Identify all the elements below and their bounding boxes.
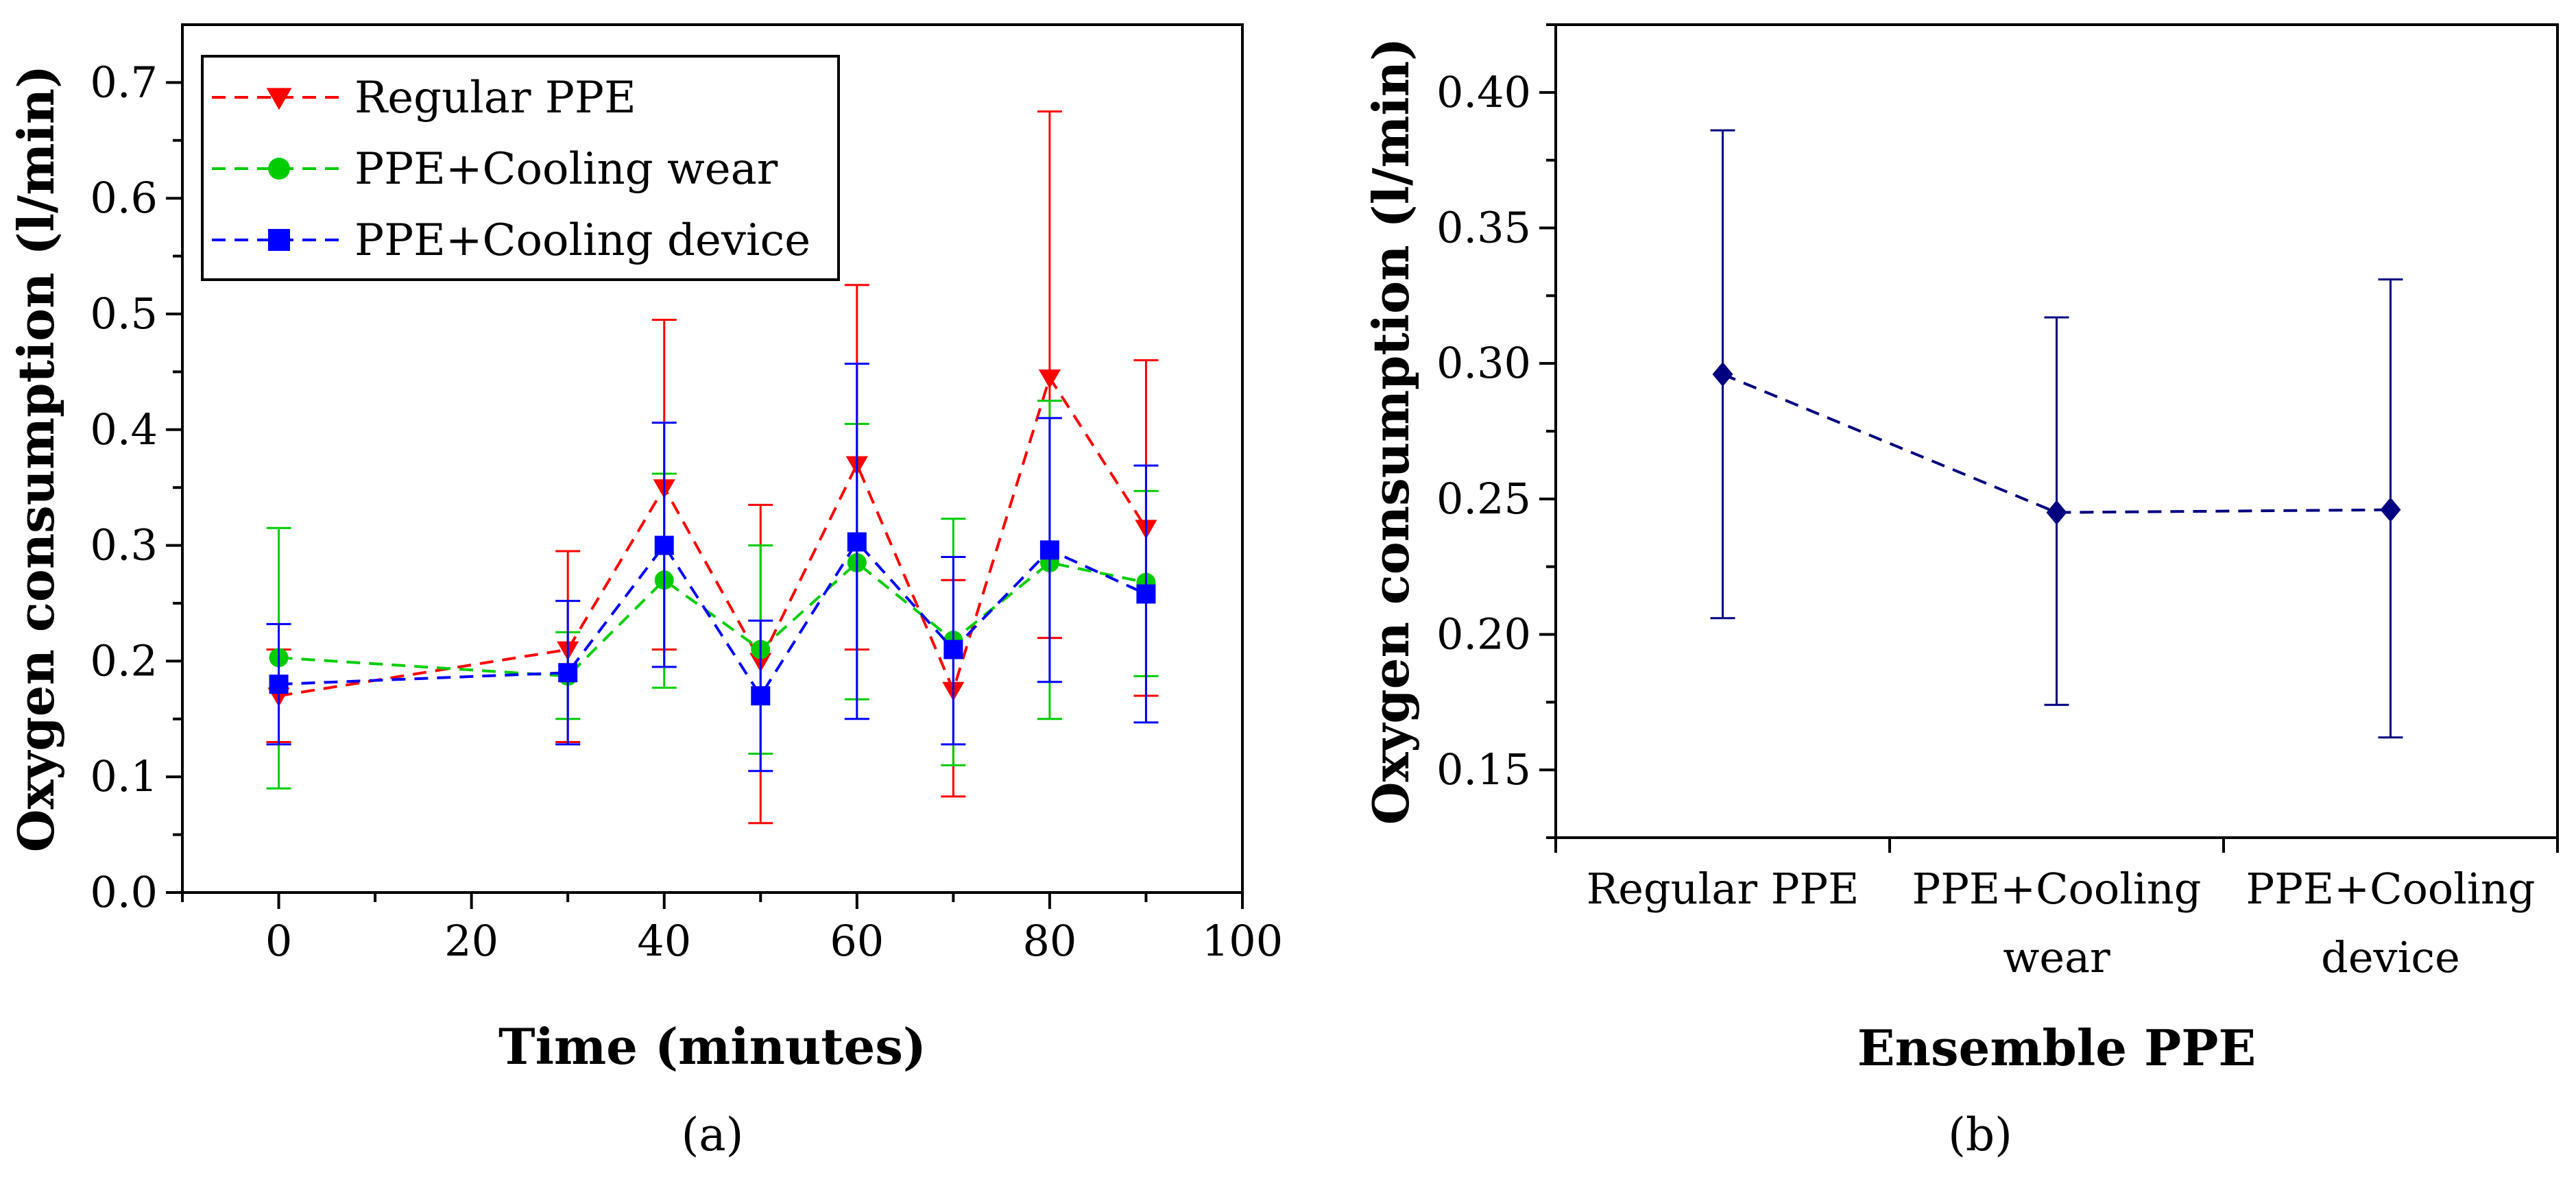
y-tick-label-a: 0.3 [90,520,158,570]
data-point [269,675,289,694]
x-tick-label-a: 40 [637,916,691,966]
x-tick-label-b: Regular PPE [1587,864,1859,914]
x-tick-label-b: PPE+Cooling [1912,864,2201,914]
panel-label-a: (a) [682,1108,744,1161]
legend-swatch-marker [266,88,292,110]
series-b-0 [1710,129,2403,739]
data-point [943,640,963,659]
series-2 [266,363,1159,773]
data-point [2046,500,2067,525]
legend-a: Regular PPE PPE+Cooling wear PPE+Cooling d… [201,55,840,281]
data-point [751,686,771,706]
x-tick-label-a: 80 [1022,916,1076,966]
data-point [1039,540,1059,560]
y-tick-label-a: 0.7 [90,57,158,107]
legend-swatch-marker [268,158,290,180]
data-point [1038,369,1061,389]
x-tick-label-b: wear [2003,932,2110,982]
y-axis-title-a: Oxygen consumption (l/min) [7,65,65,852]
x-tick-label-a: 60 [830,916,884,966]
y-tick-label-b: 0.35 [1436,203,1531,253]
y-tick-label-a: 0.6 [90,173,158,223]
data-point [654,535,674,555]
x-tick-label-b: PPE+Cooling [2246,864,2535,914]
plot-frame-a [181,23,1244,894]
y-tick-label-a: 0.4 [90,404,158,454]
legend-label: Regular PPE [354,73,636,123]
y-tick-label-a: 0.1 [90,751,158,801]
x-tick-label-a: 100 [1202,916,1283,966]
chart-b: 0.15 0.20 0.25 0.30 0.35 0.40 Regular PPE PPE+C… [1362,23,2559,1161]
x-axis-title-b: Ensemble PPE [1857,1019,2256,1077]
data-point [1136,584,1156,604]
data-point [847,532,867,552]
y-tick-label-a: 0.0 [90,867,158,917]
x-tick-label-a: 20 [444,916,498,966]
data-point [2380,497,2401,522]
y-axis-title-b: Oxygen consumption (l/min) [1362,38,1420,825]
y-tick-label-b: 0.40 [1436,67,1531,117]
y-tick-label-b: 0.20 [1436,609,1531,659]
panel-label-b: (b) [1948,1108,2012,1161]
legend-label: PPE+Cooling wear [354,144,778,195]
y-tick-label-b: 0.25 [1436,474,1531,524]
y-tick-label-b: 0.30 [1436,338,1531,388]
legend-label: PPE+Cooling device [354,215,810,266]
x-tick-label-b: device [2321,932,2460,982]
legend-swatch-marker [268,229,290,251]
series-line [278,539,1147,699]
y-tick-label-b: 0.15 [1436,744,1531,794]
series-line [278,374,1148,698]
y-tick-label-a: 0.5 [90,289,158,339]
series-line [1722,373,2391,514]
chart-a: 0 20 40 60 80 100 0.0 0.1 0.2 0.3 0.4 0.5 0.6 0.7 Time… [7,23,1283,1161]
data-point [1712,361,1733,387]
x-tick-label-a: 0 [265,916,292,966]
data-point [558,663,578,683]
x-axis-title-a: Time (minutes) [498,1017,926,1076]
y-tick-label-a: 0.2 [90,635,158,685]
